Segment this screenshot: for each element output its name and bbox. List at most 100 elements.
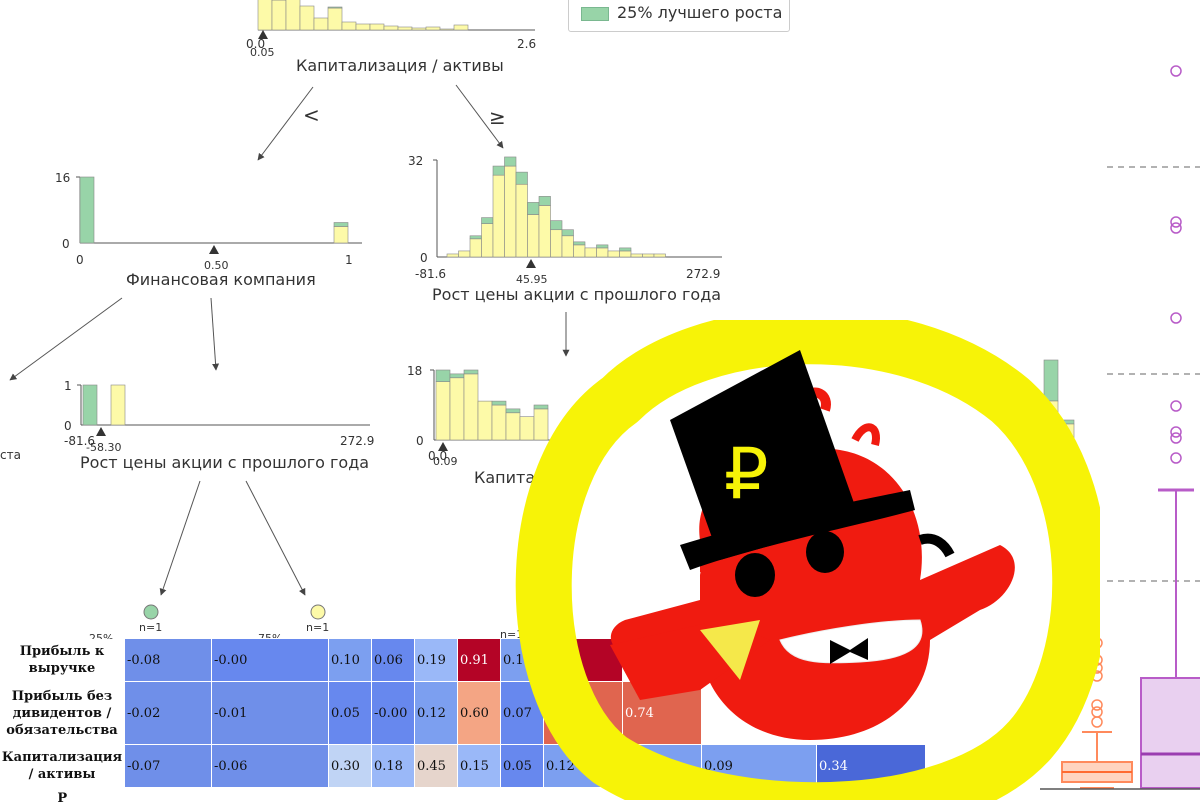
growth-top-bar-3: [481, 217, 494, 224]
corr-row-label: Прибыль к выручке: [0, 638, 125, 682]
corr-cell: -0.08: [124, 638, 212, 682]
eye-left: [735, 553, 775, 597]
cap2-top-bar-4: [491, 400, 507, 406]
growth2-bars: [82, 384, 126, 426]
cap2-top-bar-7: [533, 404, 549, 410]
cap2-bars: [435, 369, 549, 441]
cap2-bar-1: [449, 377, 465, 441]
root-top-bar-5: [327, 6, 343, 9]
growth-bar-14: [607, 250, 620, 258]
growth2-min: -81.6: [64, 434, 95, 448]
legend-label: 25% лучшего роста: [617, 3, 783, 22]
root-bar-7: [355, 23, 371, 31]
eyebrow: [918, 533, 955, 558]
corr-cell: 0.10: [328, 638, 372, 682]
leaf-green-n: n=1: [139, 621, 162, 634]
fin-feature: Финансовая компания: [126, 270, 316, 289]
root-bars: [257, 0, 469, 31]
root-bar-0: [257, 0, 273, 31]
growth-ytop: 32: [408, 154, 423, 168]
corr-cell: 0.12: [414, 681, 458, 745]
branch-left-label: <: [303, 103, 320, 127]
growth-bar-5: [504, 165, 517, 258]
growth-bar-1: [458, 250, 471, 258]
root-bar-10: [397, 26, 413, 31]
growth2-bar-0: [82, 384, 98, 426]
corr-cell: -0.07: [124, 744, 212, 788]
yellow-beak: [700, 620, 760, 680]
growth-bar-16: [630, 253, 643, 258]
growth-top-bar-2: [469, 235, 482, 240]
fin-max: 1: [345, 253, 353, 267]
cap2-top-bar-2: [463, 369, 479, 375]
leaf-green-circle: [143, 604, 159, 620]
cap2-top-bar-5: [505, 408, 521, 414]
growth2-split: -58.30: [86, 441, 121, 454]
root-bar-9: [383, 25, 399, 31]
root-bar-13: [439, 28, 455, 31]
cap2-bar-2: [463, 373, 479, 441]
outliers-purple: [1170, 65, 1182, 464]
boxplot-area: [1040, 65, 1200, 790]
leaf-yellow-circle: [310, 604, 326, 620]
growth-split: 45.95: [516, 273, 548, 286]
mascot-drawing: ₽: [515, 320, 1100, 800]
node-growth: 32 0 -81.6 45.95 272.9 Рост цены акции с…: [408, 154, 722, 304]
node-cap2: 18 0 0.0 0.09 Капитал: [407, 364, 560, 487]
corr-cell: -0.01: [211, 681, 329, 745]
root-bar-4: [313, 17, 329, 31]
growth-top-bar-13: [596, 244, 609, 249]
fin-yzero: 0: [62, 237, 70, 251]
node-finance: 16 0 0 0.50 1 Финансовая компания: [55, 171, 362, 289]
edge-fin-left: [9, 297, 123, 381]
corr-row-label: Капитализация / активы: [0, 744, 125, 788]
growth-bars: [446, 156, 666, 258]
root-bar-14: [453, 24, 469, 31]
growth-max: 272.9: [686, 267, 720, 281]
ruble-icon: ₽: [724, 433, 769, 515]
growth-top-bar-8: [538, 196, 551, 206]
growth2-feature: Рост цены акции с прошлого года: [80, 453, 369, 472]
growth-top-bar-9: [550, 220, 563, 231]
growth-top-bar-4: [492, 165, 505, 176]
growth-top-bar-10: [561, 229, 574, 237]
root-bar-12: [425, 26, 441, 31]
growth-yzero: 0: [420, 251, 428, 265]
growth-bar-4: [492, 174, 505, 258]
growth2-ytop: 1: [64, 379, 72, 393]
fin-bar-1: [333, 226, 349, 244]
root-bar-5: [327, 7, 343, 31]
edge-leaf-yellow: [245, 480, 306, 596]
cap2-ytop: 18: [407, 364, 422, 378]
edge-root-right: [455, 84, 504, 149]
top-hat: [670, 350, 860, 560]
corr-cell: -0.00: [211, 638, 329, 682]
growth-bar-15: [619, 250, 632, 258]
growth2-split-marker: [96, 427, 106, 436]
bow-tie: [830, 638, 868, 664]
growth-bar-6: [515, 183, 528, 258]
edge-leaf-green: [159, 480, 201, 596]
edge-fin-right: [210, 297, 220, 371]
cap2-top-bar-0: [435, 369, 451, 382]
root-bar-1: [271, 0, 287, 31]
leaf-yellow-n: n=1: [306, 621, 329, 634]
corr-cell: -0.00: [371, 681, 415, 745]
fin-split-marker: [209, 245, 219, 254]
cap2-split-marker: [438, 442, 448, 451]
root-min: 0.0: [246, 37, 265, 51]
growth-bar-10: [561, 235, 574, 258]
root-bar-8: [369, 23, 385, 31]
growth-bar-7: [527, 214, 540, 258]
growth2-bar-1: [110, 384, 126, 426]
growth2-max: 272.9: [340, 434, 374, 448]
left-edge-text: ста: [0, 448, 21, 462]
corr-cell: 0.06: [371, 638, 415, 682]
cap2-min: 0.0: [428, 449, 447, 463]
fin-split: 0.50: [204, 259, 229, 272]
corr-cell: 0.05: [328, 681, 372, 745]
root-bar-11: [411, 27, 427, 31]
growth-split-marker: [526, 259, 536, 268]
fin-top-bar-1: [333, 222, 349, 227]
